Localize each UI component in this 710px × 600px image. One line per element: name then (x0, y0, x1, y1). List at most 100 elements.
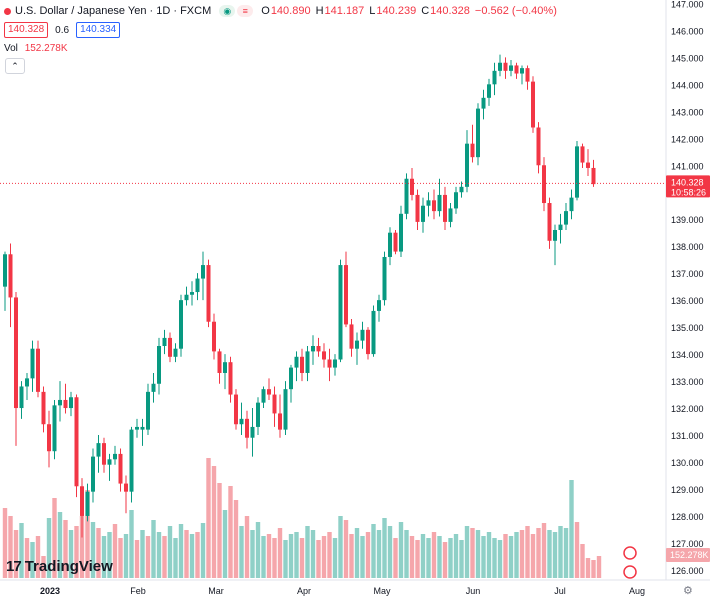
candle-body (223, 362, 227, 373)
candle-body (415, 194, 420, 222)
candle-body (239, 418, 244, 425)
volume-bar (332, 538, 338, 578)
volume-bar (541, 523, 547, 578)
price-tick-label: 133.000 (671, 377, 704, 387)
candle-body (300, 356, 304, 373)
candle-body (542, 165, 546, 204)
price-tick-label: 141.000 (671, 161, 704, 171)
time-tick-label: Feb (130, 586, 146, 596)
candle-body (355, 340, 359, 349)
menu-icon[interactable]: ≡ (237, 5, 254, 17)
candle-body (179, 300, 183, 349)
volume-bar (74, 526, 79, 578)
price-tick-label: 135.000 (671, 323, 704, 333)
candle-body (349, 324, 354, 349)
volume-bar (156, 532, 162, 578)
volume-bar (233, 500, 239, 578)
candle-body (377, 300, 381, 311)
volume-bar (415, 540, 420, 578)
volume-bar (239, 526, 244, 578)
candle-body (107, 459, 112, 465)
candle-body (168, 337, 172, 357)
candle-body (162, 337, 167, 346)
price-tick-label: 132.000 (671, 404, 704, 414)
volume-bar (354, 528, 360, 578)
candle-body (525, 68, 530, 82)
price-tick-label: 137.000 (671, 269, 704, 279)
candle-body (432, 200, 436, 212)
candle-body (294, 356, 299, 368)
candle-body (531, 81, 535, 128)
candle-body (52, 405, 57, 452)
volume-bar (118, 538, 123, 578)
volume-bar (442, 542, 448, 578)
time-tick-label: Apr (297, 586, 311, 596)
volume-bar (321, 536, 327, 578)
volume-bar (420, 534, 426, 578)
candle-body (514, 65, 519, 74)
candle-body (129, 429, 134, 492)
candle-body (124, 483, 128, 492)
candle-body (437, 194, 442, 212)
volume-bar (107, 532, 112, 578)
symbol-title[interactable]: U.S. Dollar / Japanese Yen · 1D · FXCM (15, 5, 212, 17)
volume-bar (453, 534, 459, 578)
volume-bar (173, 538, 178, 578)
collapse-legend-button[interactable]: ⌃ (5, 58, 25, 74)
volume-bar (299, 538, 305, 578)
volume-bar (140, 530, 145, 578)
candle-body (157, 346, 161, 384)
volume-value: 152.278K (24, 43, 68, 54)
candle-body (465, 143, 469, 187)
candle-body (305, 351, 310, 373)
time-tick-label: Mar (208, 586, 224, 596)
price-tick-label: 130.000 (671, 458, 704, 468)
candle-body (289, 367, 293, 390)
volume-bar (68, 530, 74, 578)
countdown-label: 10:58:26 (671, 187, 706, 197)
candle-body (569, 197, 574, 212)
volume-bar (536, 528, 541, 578)
candle-body (399, 213, 403, 252)
volume-bar (305, 526, 310, 578)
high-label: H (315, 5, 324, 17)
candle-body (201, 265, 205, 279)
volume-bar (574, 522, 580, 578)
volume-bar (431, 532, 437, 578)
volume-bar (288, 534, 294, 578)
volume-bar (283, 540, 288, 578)
volume-bar (338, 516, 343, 578)
volume-bar (310, 530, 316, 578)
eye-icon[interactable]: ◉ (219, 5, 236, 17)
candle-body (25, 378, 29, 387)
volume-bar (85, 490, 90, 578)
candle-body (74, 397, 79, 487)
volume-bar (475, 530, 481, 578)
candle-body (564, 211, 568, 225)
candle-body (366, 329, 370, 355)
chevron-up-icon: ⌃ (11, 60, 19, 71)
candle-body (311, 346, 315, 352)
buy-button[interactable]: 140.334 (76, 22, 121, 38)
candle-body (382, 256, 387, 301)
volume-bar (552, 532, 558, 578)
sell-button[interactable]: 140.328 (4, 22, 49, 38)
gear-icon[interactable]: ⚙ (683, 585, 693, 597)
volume-bar (250, 530, 255, 578)
candle-body (371, 310, 376, 355)
candle-body (256, 402, 260, 427)
low-label: L (369, 5, 376, 17)
candle-body (426, 200, 431, 206)
candle-body (327, 359, 332, 368)
volume-bar (255, 522, 261, 578)
candle-body (85, 491, 90, 516)
volume-bar (151, 520, 156, 578)
time-tick-label: 2023 (40, 586, 60, 596)
candle-body (250, 426, 255, 438)
volume-bar (503, 534, 508, 578)
volume-bar (437, 536, 442, 578)
volume-bar (393, 538, 398, 578)
volume-bar (426, 538, 431, 578)
candle-body (69, 397, 73, 409)
